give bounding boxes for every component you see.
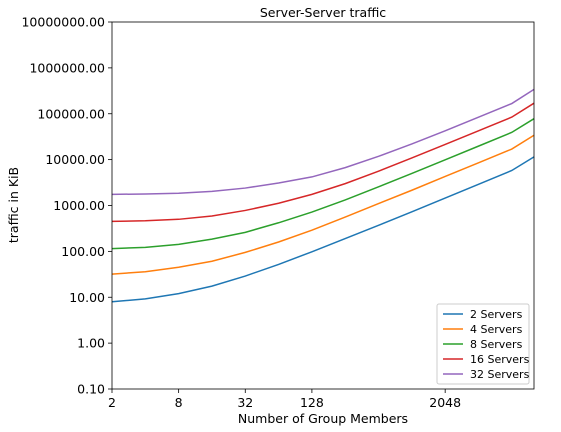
legend-box bbox=[436, 303, 530, 385]
y-tick-label: 1.00 bbox=[77, 336, 105, 351]
series-line-4 bbox=[111, 102, 535, 223]
legend-label-2: 4 Servers bbox=[470, 323, 523, 336]
y-tick-label: 100000.00 bbox=[37, 106, 105, 121]
x-axis-title: Number of Group Members bbox=[238, 411, 408, 426]
series-line-2 bbox=[111, 134, 535, 275]
y-tick-label: 1000000.00 bbox=[29, 60, 105, 75]
x-tick-label: 2 bbox=[108, 395, 116, 410]
legend-label-4: 16 Servers bbox=[470, 353, 530, 366]
y-tick-label: 10000000.00 bbox=[21, 15, 105, 30]
series-line-1 bbox=[111, 156, 535, 303]
y-tick-label: 1000.00 bbox=[53, 198, 105, 213]
x-axis: 2 8 32 128 2048 bbox=[108, 389, 461, 410]
series-line-5 bbox=[111, 88, 535, 196]
y-tick-label: 10.00 bbox=[69, 290, 105, 305]
series-line-3 bbox=[111, 118, 535, 250]
x-tick-label: 8 bbox=[175, 395, 183, 410]
y-tick-label: 100.00 bbox=[61, 244, 105, 259]
y-tick-label: 0.10 bbox=[77, 382, 105, 397]
y-tick-label: 10000.00 bbox=[45, 152, 105, 167]
legend-label-1: 2 Servers bbox=[470, 308, 523, 321]
legend: 2 Servers 4 Servers 8 Servers 16 Servers 32 … bbox=[436, 303, 530, 385]
legend-label-3: 8 Servers bbox=[470, 338, 523, 351]
x-tick-label: 32 bbox=[237, 395, 253, 410]
chart-title: Server-Server traffic bbox=[260, 5, 386, 20]
y-axis: 0.10 1.00 10.00 100.00 1000.00 10000.00 100000… bbox=[21, 15, 112, 397]
x-tick-label: 2048 bbox=[429, 395, 461, 410]
legend-label-5: 32 Servers bbox=[470, 368, 530, 381]
y-axis-title: traffic in KiB bbox=[6, 167, 21, 243]
x-tick-label: 128 bbox=[300, 395, 324, 410]
plot-lines bbox=[111, 88, 535, 303]
